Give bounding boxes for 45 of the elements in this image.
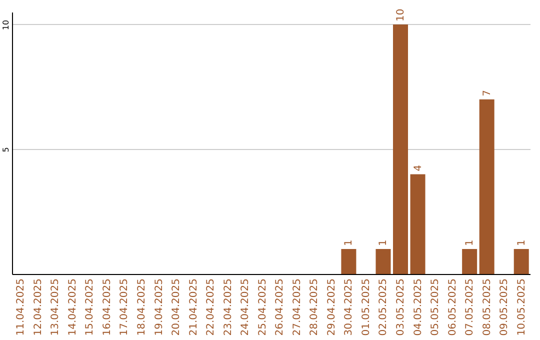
x-tick-label: 21.04.2025	[188, 278, 200, 336]
x-tick-label: 01.05.2025	[360, 278, 372, 336]
x-tick-label: 02.05.2025	[378, 278, 390, 336]
bar	[410, 174, 426, 274]
x-tick-label: 12.04.2025	[32, 278, 44, 336]
x-tick-label: 05.05.2025	[430, 278, 442, 336]
data-label: 7	[482, 90, 493, 96]
x-tick-label: 28.04.2025	[309, 278, 320, 336]
x-tick-label: 13.04.2025	[50, 278, 62, 336]
x-tick-label: 03.05.2025	[396, 278, 406, 336]
data-label: 1	[464, 240, 476, 246]
x-tick-label: 09.05.2025	[499, 278, 510, 336]
data-label: 4	[412, 164, 424, 172]
data-label: 10	[396, 8, 406, 22]
bar	[462, 249, 478, 274]
x-tick-label: 08.05.2025	[482, 278, 493, 336]
x-tick-label: 04.05.2025	[412, 278, 424, 336]
x-tick-label: 22.04.2025	[206, 278, 217, 336]
bar	[341, 249, 356, 274]
bar	[376, 249, 391, 274]
x-tick-label: 07.05.2025	[464, 278, 476, 336]
bar	[479, 99, 494, 274]
x-tick-label: 29.04.2025	[326, 278, 338, 336]
data-label: 1	[378, 240, 390, 246]
x-tick-label: 15.04.2025	[84, 278, 96, 336]
x-tick-label: 26.04.2025	[274, 278, 286, 336]
x-tick-label: 20.04.2025	[171, 278, 182, 336]
data-label: 1	[344, 240, 355, 246]
x-tick-label: 24.04.2025	[240, 278, 252, 336]
bar	[393, 24, 408, 274]
x-tick-label: 27.04.2025	[292, 278, 303, 336]
x-tick-label: 19.04.2025	[154, 278, 165, 336]
x-tick-label: 14.04.2025	[67, 278, 78, 336]
y-tick-label: 5	[2, 147, 10, 152]
x-tick-label: 16.04.2025	[102, 278, 113, 336]
x-tick-label: 30.04.2025	[344, 278, 355, 336]
x-tick-label: 18.04.2025	[136, 278, 148, 336]
x-tick-label: 10.05.2025	[516, 278, 528, 336]
x-tick-label: 25.04.2025	[257, 278, 268, 336]
data-label: 1	[516, 240, 528, 246]
x-tick-label: 17.04.2025	[119, 278, 130, 336]
x-tick-label: 11.04.2025	[16, 278, 27, 336]
bar	[514, 249, 529, 274]
x-tick-label: 23.04.2025	[222, 278, 234, 336]
x-tick-label: 06.05.2025	[447, 278, 458, 336]
